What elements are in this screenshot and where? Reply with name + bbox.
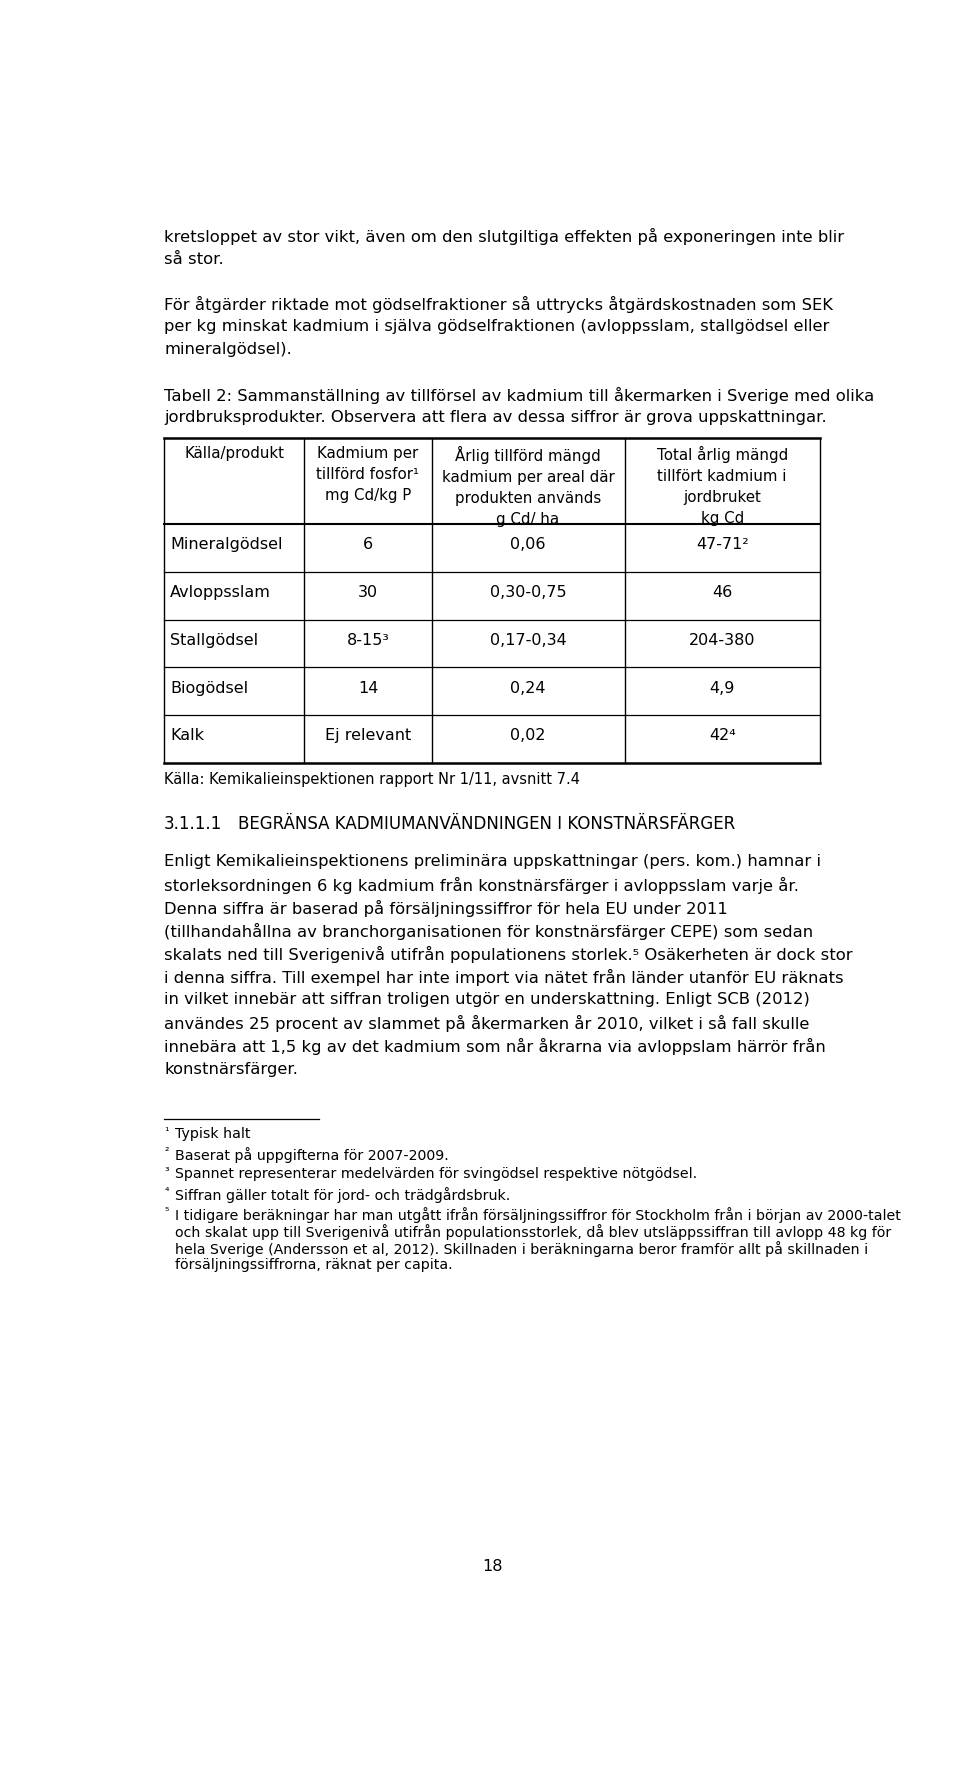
Text: Årlig tillförd mängd
kadmium per areal där
produkten används
g Cd/ ha: Årlig tillförd mängd kadmium per areal d… <box>442 446 614 527</box>
Text: I tidigare beräkningar har man utgått ifrån försäljningssiffror för Stockholm fr: I tidigare beräkningar har man utgått if… <box>175 1207 900 1223</box>
Text: Kalk: Kalk <box>170 728 204 744</box>
Text: Ej relevant: Ej relevant <box>324 728 411 744</box>
Text: i denna siffra. Till exempel har inte import via nätet från länder utanför EU rä: i denna siffra. Till exempel har inte im… <box>164 969 844 987</box>
Text: 0,17-0,34: 0,17-0,34 <box>490 634 566 648</box>
Text: Stallgödsel: Stallgödsel <box>170 634 258 648</box>
Text: försäljningssiffrorna, räknat per capita.: försäljningssiffrorna, räknat per capita… <box>175 1258 453 1273</box>
Text: 47-71²: 47-71² <box>696 538 749 552</box>
Text: 4,9: 4,9 <box>709 680 734 696</box>
Text: Spannet representerar medelvärden för svingödsel respektive nötgödsel.: Spannet representerar medelvärden för sv… <box>175 1166 697 1180</box>
Text: Kadmium per
tillförd fosfor¹
mg Cd/kg P: Kadmium per tillförd fosfor¹ mg Cd/kg P <box>317 446 420 502</box>
Text: 46: 46 <box>712 586 732 600</box>
Text: ⁴: ⁴ <box>164 1187 169 1196</box>
Text: 6: 6 <box>363 538 373 552</box>
Text: ²: ² <box>164 1147 169 1157</box>
Text: Baserat på uppgifterna för 2007-2009.: Baserat på uppgifterna för 2007-2009. <box>175 1147 448 1163</box>
Text: Avloppsslam: Avloppsslam <box>170 586 272 600</box>
Text: 18: 18 <box>482 1558 502 1574</box>
Text: BEGRÄNSA KADMIUMANVÄNDNINGEN I KONSTNÄRSFÄRGER: BEGRÄNSA KADMIUMANVÄNDNINGEN I KONSTNÄRS… <box>238 815 735 832</box>
Text: ³: ³ <box>164 1166 169 1177</box>
Text: in vilket innebär att siffran troligen utgör en underskattning. Enligt SCB (2012: in vilket innebär att siffran troligen u… <box>164 992 810 1006</box>
Text: 30: 30 <box>358 586 378 600</box>
Text: Biogödsel: Biogödsel <box>170 680 249 696</box>
Text: ⁵: ⁵ <box>164 1207 169 1218</box>
Text: 0,02: 0,02 <box>511 728 546 744</box>
Text: och skalat upp till Sverigenivå utifrån populationsstorlek, då blev utsläppssiff: och skalat upp till Sverigenivå utifrån … <box>175 1225 891 1241</box>
Text: skalats ned till Sverigenivå utifrån populationens storlek.⁵ Osäkerheten är dock: skalats ned till Sverigenivå utifrån pop… <box>164 946 852 964</box>
Text: per kg minskat kadmium i själva gödselfraktionen (avloppsslam, stallgödsel eller: per kg minskat kadmium i själva gödselfr… <box>164 320 829 334</box>
Text: Denna siffra är baserad på försäljningssiffror för hela EU under 2011: Denna siffra är baserad på försäljningss… <box>164 900 728 918</box>
Text: 42⁴: 42⁴ <box>708 728 735 744</box>
Text: 14: 14 <box>358 680 378 696</box>
Text: mineralgödsel).: mineralgödsel). <box>164 343 292 357</box>
Text: 0,06: 0,06 <box>511 538 546 552</box>
Text: 204-380: 204-380 <box>689 634 756 648</box>
Text: kretsloppet av stor vikt, även om den slutgiltiga effekten på exponeringen inte : kretsloppet av stor vikt, även om den sl… <box>164 229 844 245</box>
Text: hela Sverige (Andersson et al, 2012). Skillnaden i beräkningarna beror framför a: hela Sverige (Andersson et al, 2012). Sk… <box>175 1241 868 1257</box>
Text: 0,30-0,75: 0,30-0,75 <box>490 586 566 600</box>
Text: För åtgärder riktade mot gödselfraktioner så uttrycks åtgärdskostnaden som SEK: För åtgärder riktade mot gödselfraktione… <box>164 296 833 312</box>
Text: Siffran gäller totalt för jord- och trädgårdsbruk.: Siffran gäller totalt för jord- och träd… <box>175 1187 511 1203</box>
Text: (tillhandahållna av branchorganisationen för konstnärsfärger CEPE) som sedan: (tillhandahållna av branchorganisationen… <box>164 923 813 941</box>
Text: så stor.: så stor. <box>164 252 224 266</box>
Text: storleksordningen 6 kg kadmium från konstnärsfärger i avloppsslam varje år.: storleksordningen 6 kg kadmium från kons… <box>164 877 799 895</box>
Text: innebära att 1,5 kg av det kadmium som når åkrarna via avloppslam härrör från: innebära att 1,5 kg av det kadmium som n… <box>164 1038 826 1056</box>
Text: 8-15³: 8-15³ <box>347 634 390 648</box>
Text: Källa/produkt: Källa/produkt <box>184 446 284 460</box>
Text: Enligt Kemikalieinspektionens preliminära uppskattningar (pers. kom.) hamnar i: Enligt Kemikalieinspektionens preliminär… <box>164 854 821 868</box>
Text: Total årlig mängd
tillfört kadmium i
jordbruket
kg Cd: Total årlig mängd tillfört kadmium i jor… <box>657 446 788 525</box>
Text: Tabell 2: Sammanställning av tillförsel av kadmium till åkermarken i Sverige med: Tabell 2: Sammanställning av tillförsel … <box>164 387 875 405</box>
Text: 3.1.1.1: 3.1.1.1 <box>164 815 223 832</box>
Text: 0,24: 0,24 <box>511 680 546 696</box>
Text: Typisk halt: Typisk halt <box>175 1127 251 1141</box>
Text: användes 25 procent av slammet på åkermarken år 2010, vilket i så fall skulle: användes 25 procent av slammet på åkerma… <box>164 1015 809 1033</box>
Text: ¹: ¹ <box>164 1127 169 1138</box>
Text: Källa: Kemikalieinspektionen rapport Nr 1/11, avsnitt 7.4: Källa: Kemikalieinspektionen rapport Nr … <box>164 772 580 786</box>
Text: Mineralgödsel: Mineralgödsel <box>170 538 283 552</box>
Text: jordbruksprodukter. Observera att flera av dessa siffror är grova uppskattningar: jordbruksprodukter. Observera att flera … <box>164 410 827 426</box>
Text: konstnärsfärger.: konstnärsfärger. <box>164 1061 298 1077</box>
